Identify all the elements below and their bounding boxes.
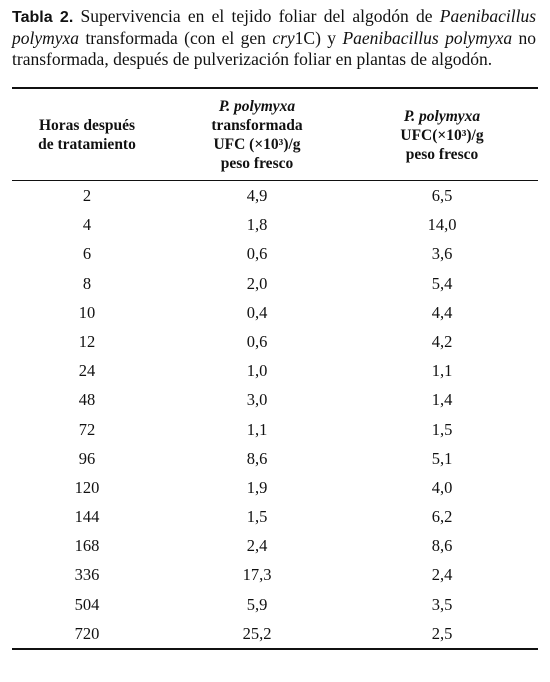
table-cell: 1,5 <box>246 507 268 527</box>
table-cell: 6,5 <box>431 186 453 205</box>
table-row: 48 3,0 1,4 <box>12 386 538 415</box>
table-cell: 1,1 <box>431 361 453 381</box>
caption-text: Supervivencia en el tejido foliar del al… <box>73 6 440 26</box>
table-cell: 17,3 <box>242 565 272 585</box>
header-line: UFC(×10³)/g <box>400 126 484 144</box>
table-cell: 0,6 <box>246 244 268 264</box>
header-line: peso fresco <box>405 145 479 163</box>
table-cell: 6,2 <box>431 507 453 527</box>
table-cell: 24 <box>78 361 96 381</box>
table-cell: 1,9 <box>246 477 268 497</box>
table-row: 8 2,0 5,4 <box>12 270 538 299</box>
table-cell: 1,5 <box>431 419 453 439</box>
table-cell: 144 <box>74 507 100 527</box>
header-line: Horas después <box>38 117 136 134</box>
table-cell: 5,1 <box>431 448 453 468</box>
table-row: 144 1,5 6,2 <box>12 503 538 532</box>
table-cell: 8,6 <box>431 536 453 556</box>
table-cell: 10 <box>78 302 96 322</box>
table-cell: 2,5 <box>431 623 453 643</box>
table-row: 336 17,3 2,4 <box>12 561 538 590</box>
table-cell: 336 <box>74 565 100 585</box>
table-row: 720 25,2 2,5 <box>12 620 538 649</box>
table-row: 168 2,4 8,6 <box>12 532 538 561</box>
caption-label: Tabla 2. <box>12 9 74 26</box>
table-row: 6 0,6 3,6 <box>12 240 538 269</box>
caption-text: Paenibacillus polymyxa <box>12 6 536 48</box>
caption-text: cry <box>272 28 295 48</box>
table-cell: 4,4 <box>431 302 453 322</box>
table-row: 120 1,9 4,0 <box>12 474 538 503</box>
table-cell: 4 <box>82 215 92 235</box>
table-cell: 2,4 <box>431 565 453 585</box>
table-cell: 120 <box>74 477 100 497</box>
header-line: transformada <box>211 117 303 134</box>
table-cell: 5,4 <box>431 273 453 293</box>
table-cell: 2 <box>82 186 92 205</box>
top-rule <box>12 87 538 89</box>
header-line: peso fresco <box>220 155 294 172</box>
table-cell: 1,0 <box>246 361 268 381</box>
header-line: P. polymyxa <box>218 98 296 115</box>
table-cell: 3,0 <box>246 390 268 410</box>
table-cell: 720 <box>74 623 100 643</box>
header-cell: P. polymyxa transformada UFC (×10³)/g peso … <box>177 90 337 180</box>
table-cell: 1,4 <box>431 390 453 410</box>
caption-text: 1C) y <box>294 28 343 48</box>
table-row: 96 8,6 5,1 <box>12 445 538 474</box>
table-cell: 2,4 <box>246 536 268 556</box>
table-row: 72 1,1 1,5 <box>12 416 538 445</box>
table-row: 504 5,9 3,5 <box>12 591 538 620</box>
table-cell: 12 <box>78 331 96 351</box>
table-cell: 4,2 <box>431 331 453 351</box>
table-row: 12 0,6 4,2 <box>12 328 538 357</box>
header-line: UFC (×10³)/g <box>213 136 301 153</box>
caption-text: Paenibacillus polymyxa <box>342 28 513 48</box>
table-body: 2 4,9 6,5 4 1,8 14,0 6 0,6 3,6 8 2,0 5,4 10 0,4 4,4 12 0… <box>12 180 538 649</box>
table-row: 4 1,8 14,0 <box>12 211 538 240</box>
table-cell: 25,2 <box>242 623 272 643</box>
table-cell: 504 <box>74 594 100 614</box>
table-cell: 72 <box>78 419 96 439</box>
table-row: 10 0,4 4,4 <box>12 299 538 328</box>
header-rule <box>12 180 538 181</box>
table-cell: 2,0 <box>246 273 268 293</box>
bottom-rule <box>12 648 538 650</box>
table-cell: 8 <box>82 273 92 293</box>
header-line: P. polymyxa <box>403 107 481 125</box>
table-cell: 0,6 <box>246 331 268 351</box>
table-row: 2 4,9 6,5 <box>12 182 538 211</box>
table-row: 24 1,0 1,1 <box>12 357 538 386</box>
table-cell: 96 <box>78 448 96 468</box>
caption-text: transformada (con el gen <box>79 28 273 48</box>
table-cell: 14,0 <box>427 215 457 235</box>
table-cell: 8,6 <box>246 448 268 468</box>
table-cell: 5,9 <box>246 594 268 614</box>
caption: Tabla 2. Supervivencia en el tejido foli… <box>12 6 536 70</box>
table-cell: 3,6 <box>431 244 453 264</box>
table-header: Horas después de tratamiento P. polymyxa tr… <box>12 90 538 180</box>
table-cell: 3,5 <box>431 594 453 614</box>
header-cell: P. polymyxa UFC(×10³)/g peso fresco <box>347 90 537 180</box>
table-cell: 4,0 <box>431 477 453 497</box>
header-line: de tratamiento <box>38 136 136 153</box>
table-cell: 0,4 <box>246 302 268 322</box>
table-cell: 1,8 <box>246 215 268 235</box>
table-cell: 4,9 <box>246 186 268 205</box>
table-cell: 168 <box>74 536 100 556</box>
caption-text: no transformada, después de pulverizació… <box>12 28 537 69</box>
header-cell: Horas después de tratamiento <box>12 90 162 180</box>
table-cell: 6 <box>82 244 92 264</box>
table-cell: 1,1 <box>246 419 268 439</box>
table-cell: 48 <box>78 390 96 410</box>
